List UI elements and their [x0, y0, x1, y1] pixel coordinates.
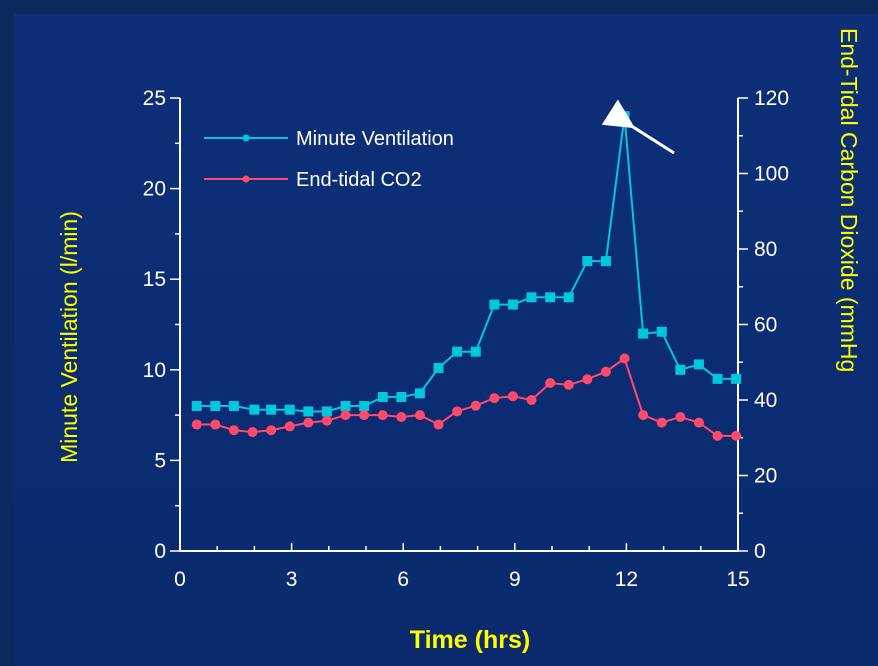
- ventilation-point: [396, 391, 407, 402]
- co2-point: [396, 411, 407, 422]
- ventilation-point: [638, 328, 649, 339]
- ventilation-point: [452, 346, 463, 357]
- co2-point: [675, 411, 686, 422]
- y-right-tick-label: 120: [754, 87, 789, 110]
- y-right-tick-label: 80: [754, 238, 777, 261]
- ventilation-point: [693, 359, 704, 370]
- co2-point: [638, 410, 649, 421]
- co2-point: [359, 410, 370, 421]
- y-axis-title-left: Minute Ventilation (l/min): [56, 211, 82, 463]
- co2-point: [228, 425, 239, 436]
- ventilation-point: [563, 292, 574, 303]
- ventilation-point: [414, 388, 425, 399]
- y-left-tick-label: 10: [143, 359, 166, 382]
- ventilation-point: [600, 256, 611, 267]
- ventilation-point: [303, 406, 314, 417]
- ventilation-point: [507, 299, 518, 310]
- ventilation-point: [249, 404, 260, 415]
- legend: Minute Ventilation End-tidal CO2: [204, 128, 454, 191]
- y-left-tick-label: 25: [143, 87, 166, 110]
- ventilation-point: [340, 401, 351, 412]
- co2-point: [321, 415, 332, 426]
- co2-point: [563, 379, 574, 390]
- ventilation-point: [284, 404, 295, 415]
- co2-point: [693, 417, 704, 428]
- co2-point: [489, 393, 500, 404]
- line-chart: 0 5 10 15 20 25 0 20 40 60 80 100 120 0 3 6 9 12 15 Minute…: [56, 28, 862, 654]
- ventilation-point: [228, 401, 239, 412]
- co2-point: [731, 430, 742, 441]
- axes-group: [170, 97, 748, 552]
- ventilation-point: [210, 401, 221, 412]
- y-left-tick-label: 0: [154, 540, 166, 563]
- y-right-tick-label: 100: [754, 163, 789, 186]
- series-end-tidal-co2: [191, 353, 742, 441]
- ventilation-point: [470, 346, 481, 357]
- y-left-tick-label: 5: [154, 449, 166, 472]
- x-axis-title: Time (hrs): [410, 626, 530, 654]
- ventilation-point: [266, 404, 277, 415]
- co2-point: [526, 395, 537, 405]
- co2-point: [470, 400, 481, 411]
- co2-point: [619, 353, 630, 364]
- y-left-tick-label: 20: [143, 178, 166, 201]
- co2-point: [340, 410, 351, 421]
- legend-marker-end-tidal-co2: [242, 175, 250, 183]
- ventilation-point: [675, 364, 686, 375]
- x-tick-label: 0: [174, 568, 186, 591]
- ventilation-point: [731, 373, 742, 384]
- co2-point: [210, 419, 221, 430]
- co2-point: [545, 378, 556, 389]
- x-tick-label: 15: [726, 568, 749, 591]
- ventilation-point: [377, 391, 388, 402]
- ventilation-point: [619, 111, 630, 122]
- ventilation-point: [582, 256, 593, 267]
- series-minute-ventilation: [191, 111, 742, 417]
- co2-point: [266, 425, 277, 436]
- co2-point: [712, 430, 723, 441]
- co2-point: [303, 417, 314, 428]
- ventilation-point: [712, 373, 723, 384]
- ventilation-point: [545, 292, 556, 303]
- legend-label-end-tidal-co2: End-tidal CO2: [296, 169, 422, 191]
- y-axis-title-right: End-Tidal Carbon Dioxide (mmHg: [836, 28, 862, 372]
- co2-point: [452, 406, 463, 417]
- y-right-tick-label: 40: [754, 389, 777, 412]
- slide-background: 0 5 10 15 20 25 0 20 40 60 80 100 120 0 3 6 9 12 15 Minute…: [14, 14, 878, 666]
- ventilation-point: [191, 401, 202, 412]
- tick-labels-group: 0 5 10 15 20 25 0 20 40 60 80 100 120 0 3 6 9 12 15: [143, 87, 789, 591]
- ventilation-point: [489, 299, 500, 310]
- legend-marker-minute-ventilation: [242, 134, 250, 142]
- ventilation-point: [433, 362, 444, 373]
- x-tick-label: 12: [615, 568, 638, 591]
- co2-point: [247, 427, 258, 438]
- y-right-tick-label: 20: [754, 465, 777, 488]
- x-tick-label: 6: [397, 568, 409, 591]
- ventilation-point: [656, 326, 667, 337]
- co2-point: [582, 374, 593, 385]
- co2-point: [284, 421, 295, 432]
- co2-point: [507, 391, 518, 402]
- y-right-tick-label: 0: [754, 540, 766, 563]
- co2-point: [377, 410, 388, 421]
- x-tick-label: 3: [286, 568, 298, 591]
- ventilation-line: [196, 115, 737, 413]
- co2-point: [433, 419, 444, 430]
- legend-label-minute-ventilation: Minute Ventilation: [296, 128, 454, 150]
- ventilation-point: [321, 406, 332, 417]
- y-right-tick-label: 60: [754, 314, 777, 337]
- x-tick-label: 9: [509, 568, 521, 591]
- co2-line: [196, 356, 737, 437]
- co2-point: [191, 419, 202, 430]
- ventilation-point: [526, 292, 537, 303]
- ventilation-point: [359, 401, 370, 412]
- peak-annotation-arrow: [601, 99, 675, 155]
- co2-point: [414, 410, 425, 421]
- y-left-tick-label: 15: [143, 268, 166, 291]
- co2-point: [600, 366, 611, 377]
- co2-point: [656, 417, 667, 428]
